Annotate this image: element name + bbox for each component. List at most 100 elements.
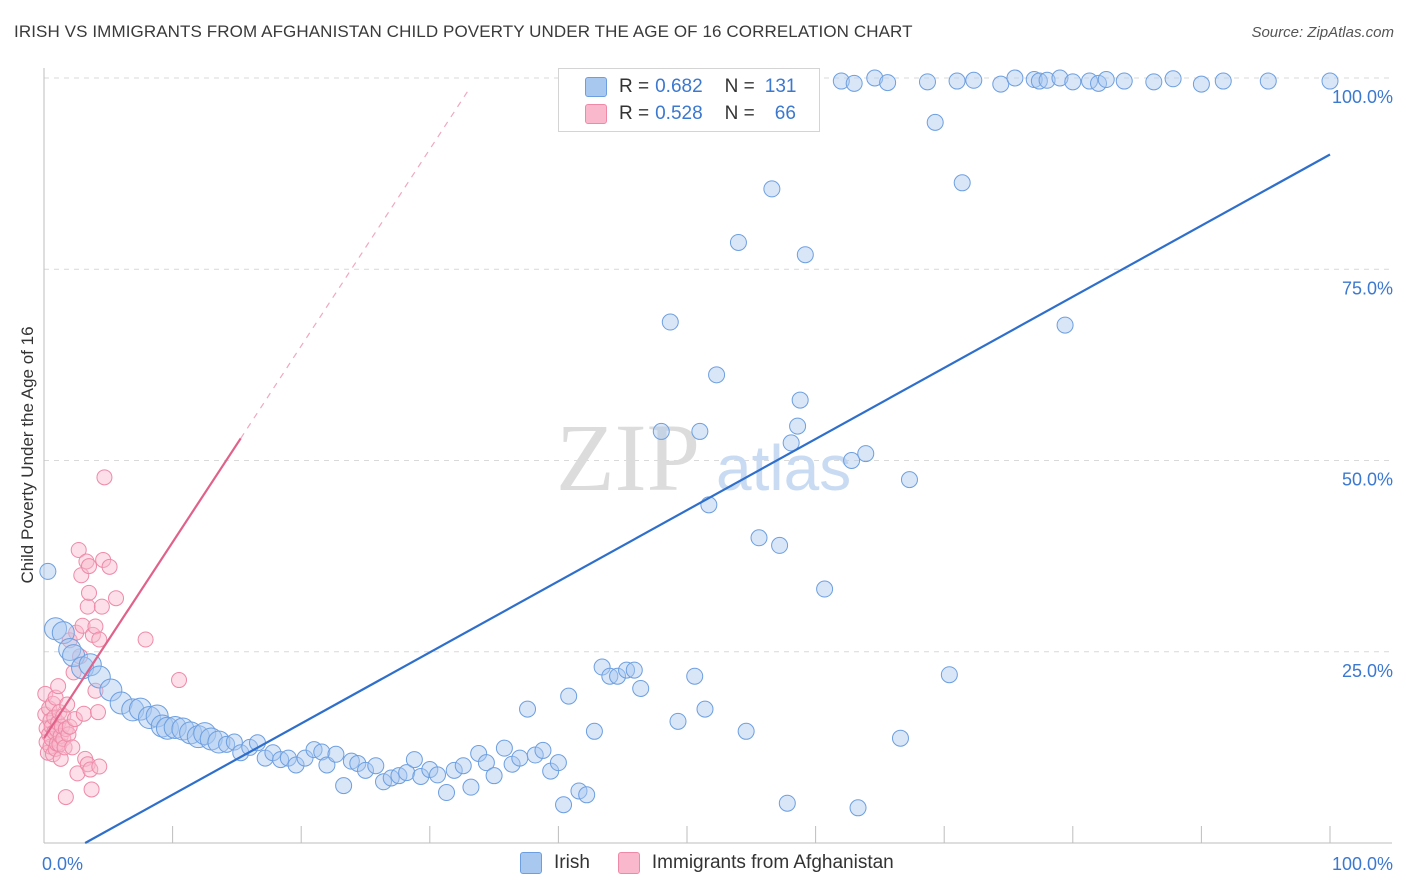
irish-point [1006,69,1024,87]
irish-point [99,678,123,702]
irish-swatch [585,77,607,97]
x-tick-label-max: 100.0% [1332,854,1393,874]
watermark-zip: ZIP [556,404,700,511]
irish-trend-line [84,153,1331,844]
irish-point [1051,69,1069,87]
n-label: N = [724,76,755,97]
afghan-r-value: 0.528 [655,103,703,124]
irish-point [585,722,603,740]
irish-point [1145,73,1163,91]
irish-point [225,733,243,751]
irish-point [953,174,971,192]
irish-point [652,422,670,440]
irish-point [771,536,789,554]
irish-point [926,113,944,131]
irish-point [534,741,552,759]
afghan-point [81,584,98,601]
irish-point [708,366,726,384]
irish-point [342,752,360,770]
y-tick-label: 100.0% [1332,87,1393,107]
afghan-point [79,598,96,615]
irish-point [632,679,650,697]
y-axis-label: Child Poverty Under the Age of 16 [18,326,37,584]
tick-labels: 25.0% 50.0% 75.0% 100.0% 0.0% 100.0% [42,87,1393,874]
stats-legend: R = 0.682 N = 131 R = 0.528 N = 66 [558,68,820,132]
legend-row-afghan: R = 0.528 N = 66 [585,101,796,127]
irish-point [1115,72,1133,90]
irish-point [137,706,161,730]
irish-point [485,767,503,785]
x-tick-label-min: 0.0% [42,854,83,874]
afghan-point [137,631,154,648]
source-credit: Source: ZipAtlas.com [1251,24,1394,41]
irish-point [816,580,834,598]
irish-point [661,313,679,331]
irish-point [796,246,814,264]
irish-point [313,743,331,761]
irish-point [625,661,643,679]
irish-point [1056,316,1074,334]
irish-point [109,691,133,715]
afghan-trend-extension [240,89,469,439]
afghan-point [83,781,100,798]
irish-point [87,665,111,689]
irish-point [163,715,187,739]
irish-point [570,782,588,800]
irish-point [495,739,513,757]
irish-point [669,712,687,730]
afghan-point [66,711,83,728]
irish-point [849,799,867,817]
r-label: R = [619,76,650,97]
irish-point [857,445,875,463]
irish-point [39,562,57,580]
afghan-point [82,761,99,778]
legend-row-irish: R = 0.682 N = 131 [585,74,796,100]
irish-point [891,729,909,747]
irish-point [477,754,495,772]
irish-point [900,471,918,489]
irish-r-value: 0.682 [655,76,703,97]
afghan-point [108,590,125,607]
y-tick-label: 75.0% [1342,278,1393,298]
irish-point [879,74,897,92]
irish-point [763,180,781,198]
afghan-n-value: 66 [774,103,796,124]
irish-point [843,452,861,469]
trend-lines-layer [43,89,1331,844]
series-legend: Irish Immigrants from Afghanistan [520,852,894,874]
irish-point [1038,71,1056,89]
y-tick-label: 50.0% [1342,470,1393,490]
irish-n-value: 131 [764,76,797,97]
afghan-point [75,705,92,722]
afghan-legend-label: Immigrants from Afghanistan [651,852,894,873]
irish-point [918,73,936,91]
irish-point [992,75,1010,93]
irish-point [287,756,305,774]
irish-point [791,391,809,409]
irish-point [462,778,480,796]
irish-point [405,751,423,769]
afghan-point [93,598,110,615]
afghan-point [50,678,67,695]
afghan-swatch [585,104,607,124]
irish-point [866,69,884,87]
afghan-point [78,553,95,570]
irish-point [1321,72,1339,90]
irish-point [845,74,863,92]
irish-point [357,761,374,779]
irish-point [778,794,796,812]
irish-point [58,637,82,661]
irish-point [691,422,709,440]
irish-legend-label: Irish [554,852,590,873]
irish-point [1164,70,1182,88]
irish-point [375,773,393,791]
irish-point [327,745,345,763]
irish-legend-swatch [520,852,542,874]
r-label: R = [619,103,650,124]
afghan-point [91,758,108,775]
gridlines [44,77,1392,653]
irish-point [367,757,385,775]
irish-point [737,722,755,740]
irish-point [454,757,472,775]
